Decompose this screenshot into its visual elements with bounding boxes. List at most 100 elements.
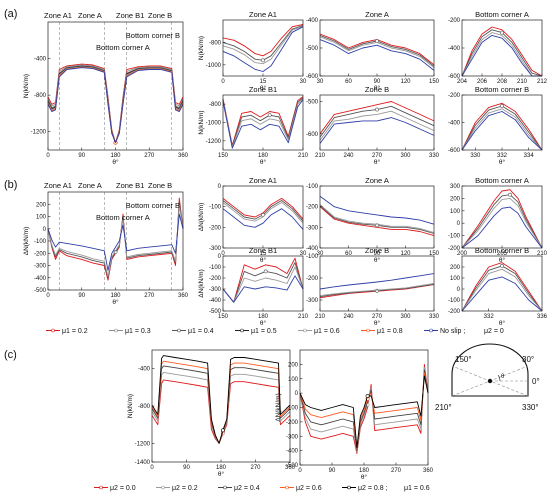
x-tick-label: 330 xyxy=(470,153,481,159)
tunnel-outline xyxy=(451,343,529,397)
x-tick-label: 210 xyxy=(315,314,326,320)
x-axis-label: θ° xyxy=(218,470,225,478)
plot-frame xyxy=(319,185,435,249)
x-axis-label: θ° xyxy=(260,84,267,92)
x-axis-label: θ° xyxy=(260,158,267,166)
y-tick-label: -400 xyxy=(138,367,151,373)
angle-30: 30° xyxy=(522,355,534,364)
y-tick-label: -100 xyxy=(34,239,47,245)
x-tick-label: 270 xyxy=(391,468,402,474)
y-tick-label: -300 xyxy=(306,298,319,304)
legend-mu2-suffix: μ1 = 0.6 xyxy=(404,485,430,492)
series-line-c_0.6 xyxy=(299,372,429,450)
x-tick-label: 180 xyxy=(110,153,121,159)
series-line-mu_0.8 xyxy=(47,66,184,144)
series-line-mu_0.6 xyxy=(222,202,304,224)
series-line-no_slip xyxy=(222,26,304,72)
series-line-c_0.2 xyxy=(151,371,291,444)
series-line-mu_0.6 xyxy=(319,283,435,297)
subplot-title: Bottom corner A xyxy=(475,176,529,185)
y-tick-label: -400 xyxy=(306,18,319,24)
y-tick-label: -100 xyxy=(306,184,319,190)
series-line-no_slip xyxy=(319,117,435,144)
y-tick-label: 0 xyxy=(43,227,47,233)
x-tick-label: 90 xyxy=(374,79,381,85)
y-tick-label: -1000 xyxy=(206,63,222,69)
subplot-title: Zone B1 xyxy=(249,246,277,255)
legend-marker-c_0.2 xyxy=(161,485,165,490)
y-tick-label: -1000 xyxy=(206,121,222,127)
x-tick-label: 0 xyxy=(298,468,302,474)
y-tick-label: -800 xyxy=(209,102,222,108)
subplot-title: Zone A xyxy=(365,10,389,19)
x-tick-label: 240 xyxy=(343,153,354,159)
x-tick-label: 150 xyxy=(429,79,440,85)
legend-mu2: μ1 = 0.6 μ2 = 0.0 μ2 = 0.2 μ2 = 0.4 μ2 = 0.… xyxy=(94,485,430,492)
y-tick-label: -400 xyxy=(448,121,461,127)
y-tick-label: 200 xyxy=(288,362,299,368)
y-tick-label: -1200 xyxy=(206,139,222,145)
series-line-no_slip xyxy=(47,67,184,144)
legend-marker-mu_0.3 xyxy=(114,328,118,333)
chart-a_z3: 204 206 208 210 212 -200 -400 -600 Bottom corner… xyxy=(448,10,548,85)
series-line-no_slip xyxy=(222,208,304,230)
chart-b_main: 0 90 180 270 360 200 100 0 -100 -200 -300 -400 -500 θ… xyxy=(23,181,189,306)
zone-title-3: Zone B xyxy=(148,11,172,20)
series-line-mu_0.2 xyxy=(319,33,435,66)
series-line-no_slip xyxy=(319,273,435,290)
series-line-no_slip xyxy=(319,195,435,225)
series-line-mu_0.6 xyxy=(319,36,435,68)
plot-frame xyxy=(319,255,435,312)
center-point xyxy=(487,378,493,384)
chart-a_z2: 30 60 90 120 150 -400 -500 -600 θ° Zone A xyxy=(306,10,440,92)
zone-title-0: Zone A1 xyxy=(44,11,72,20)
chart-b_z1: 0 15 30 0 -100 -200 -300 θ° ΔN(kN/m) Zone A1 xyxy=(198,176,307,264)
chart-b_z2: 30 60 90 120 150 -100 -200 -300 -400 θ° Zone A xyxy=(306,176,440,264)
series-line-mu_0.6 xyxy=(222,25,304,65)
y-tick-label: -500 xyxy=(286,463,299,469)
legend-marker-mu_0.2 xyxy=(51,328,55,333)
x-tick-label: 90 xyxy=(329,468,336,474)
chart-a_z6: 330 332 334 -200 -400 -600 θ° Bottom corner B xyxy=(448,85,543,166)
legend-marker-c_0.4 xyxy=(223,485,227,490)
x-tick-label: 210 xyxy=(315,153,326,159)
series-line-no_slip xyxy=(461,34,542,77)
y-tick-label: -100 xyxy=(448,234,461,240)
series-line-mu_0.6 xyxy=(461,268,543,312)
legend-label-no_slip: No slip ; xyxy=(440,328,465,335)
y-tick-label: -500 xyxy=(306,99,319,105)
y-tick-label: -200 xyxy=(448,93,461,99)
series-line-c_0.2 xyxy=(299,366,429,453)
series-line-mu_0.6 xyxy=(222,98,304,148)
x-tick-label: 210 xyxy=(517,79,528,85)
x-tick-label: 332 xyxy=(484,314,495,320)
y-tick-label: -400 xyxy=(34,276,47,282)
legend-marker-c_0.6 xyxy=(285,485,289,490)
y-axis-label: N(kN/m) xyxy=(127,394,134,418)
y-tick-label: -200 xyxy=(306,205,319,211)
series-line-mu_0.3 xyxy=(47,64,184,144)
x-tick-label: 180 xyxy=(110,293,121,299)
series-point-mu_0.4 xyxy=(375,107,379,112)
chart-c_dN: 0 90 180 270 360 200 100 0 -100 -200 -300 -400 -500 θ… xyxy=(275,349,434,481)
x-tick-label: 150 xyxy=(218,153,229,159)
plot-frame xyxy=(47,21,184,151)
series-line-mu_0.2 xyxy=(461,189,543,249)
x-tick-label: 180 xyxy=(258,314,269,320)
y-tick-label: 0 xyxy=(218,254,222,260)
y-tick-label: 200 xyxy=(36,202,47,208)
legend-label-mu_0.5: μ1 = 0.5 xyxy=(251,328,277,335)
y-tick-label: -300 xyxy=(286,434,299,440)
y-tick-label: -100 xyxy=(306,254,319,260)
legend-label-mu_0.2: μ1 = 0.2 xyxy=(62,328,88,335)
x-tick-label: 360 xyxy=(423,468,434,474)
y-axis-label: N(kN/m) xyxy=(198,36,205,60)
legend-label-c_0.2: μ2 = 0.2 xyxy=(172,485,198,492)
y-axis-label: N(kN/m) xyxy=(198,110,205,134)
y-tick-label: -400 xyxy=(286,449,299,455)
chart-a_main: 0 90 180 270 360 -400 -800 -1200 θ° N(kN/m) Zone A… xyxy=(23,11,189,166)
y-tick-label: -800 xyxy=(138,404,151,410)
x-axis-label: θ° xyxy=(374,84,381,92)
